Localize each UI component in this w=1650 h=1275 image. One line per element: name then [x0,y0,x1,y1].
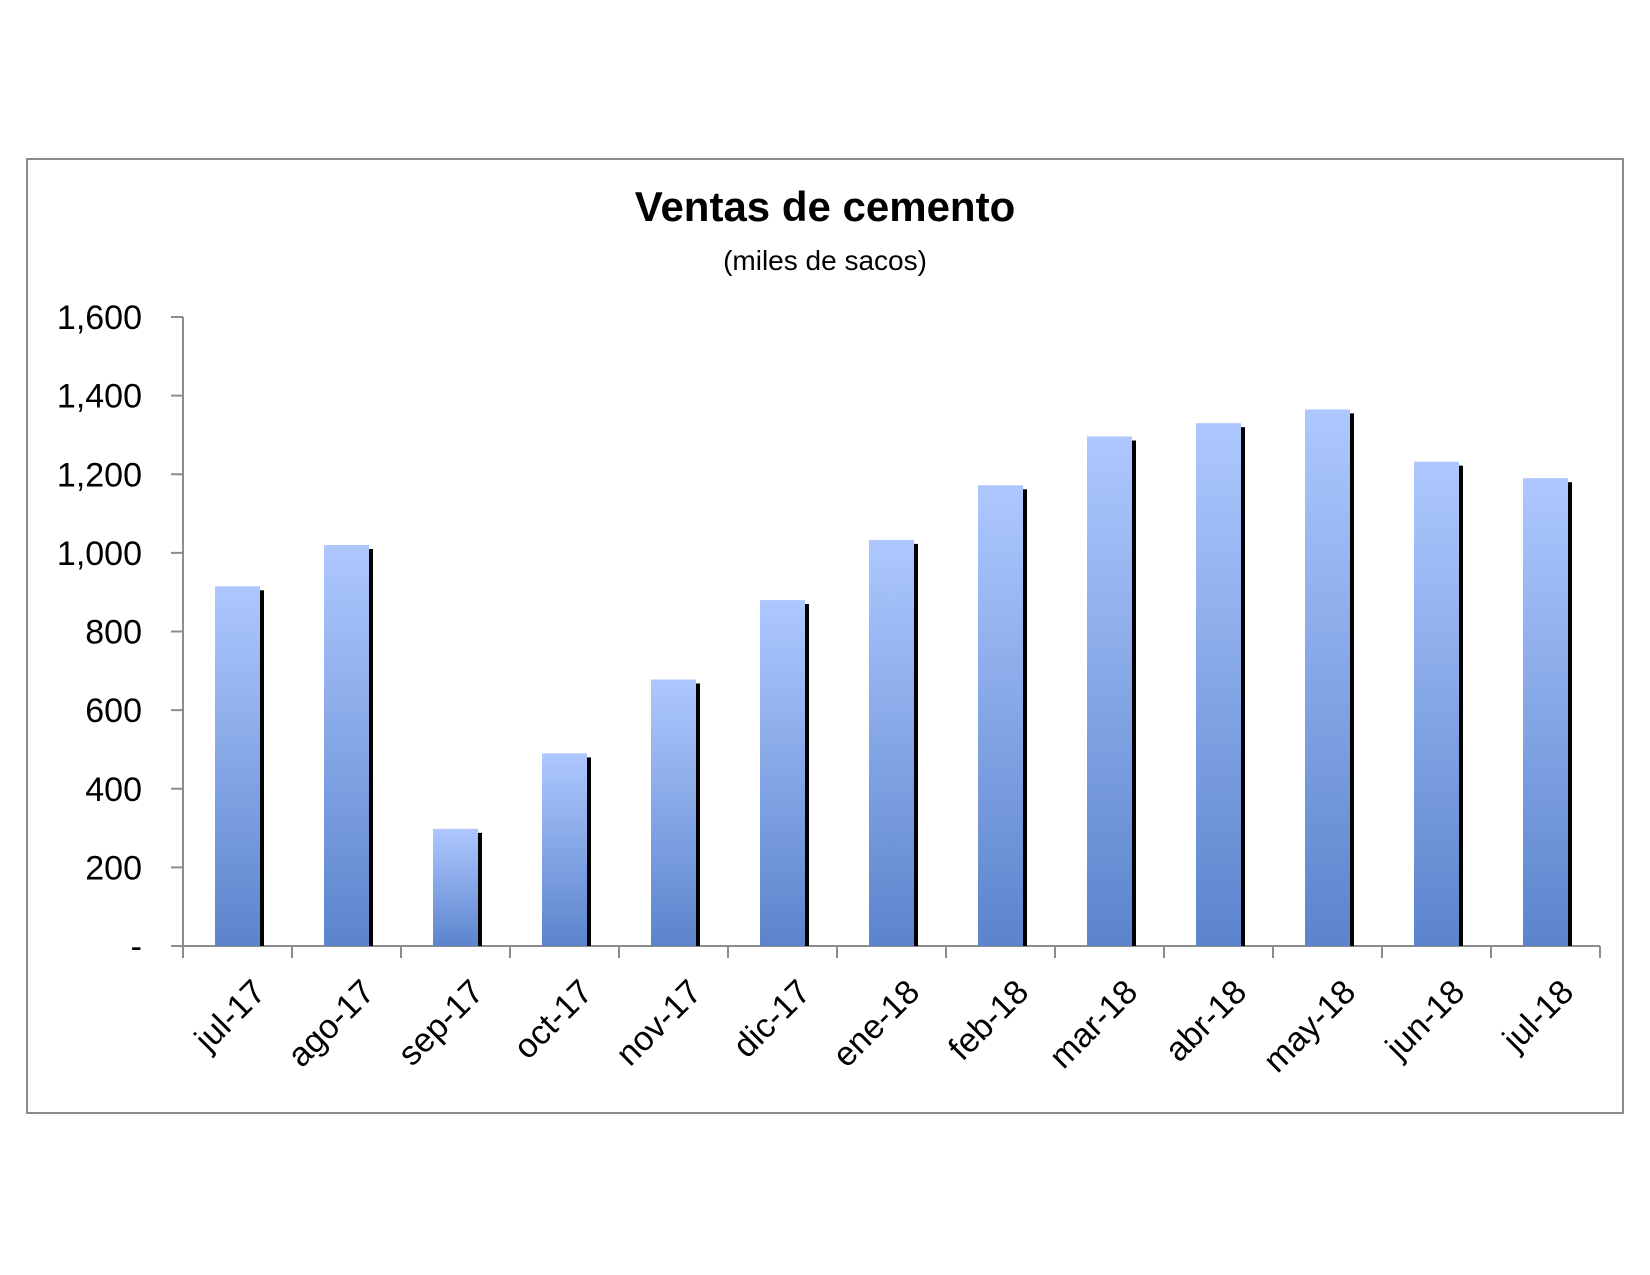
bar-may-18 [1305,409,1350,946]
y-tick-label: 1,600 [57,299,142,337]
y-tick-label: 400 [85,771,142,809]
x-tick-label: abr-18 [1158,973,1254,1069]
x-tick-label: jul-17 [187,973,273,1059]
bar-mar-18 [1087,436,1132,946]
x-tick-label: nov-17 [609,973,709,1073]
y-tick-label: 200 [85,849,142,887]
y-tick-label: 800 [85,614,142,652]
x-tick-label: oct-17 [506,973,600,1067]
bar-oct-17 [542,753,587,946]
y-tick-label: 1,400 [57,378,142,416]
bar-dic-17 [760,600,805,946]
y-tick-label: 600 [85,692,142,730]
bars [215,409,1572,946]
y-tick-label: - [131,928,142,966]
x-tick-label: may-18 [1256,973,1363,1080]
x-tick-label: dic-17 [726,973,818,1065]
y-tick-label: 1,000 [57,535,142,573]
bar-sep-17 [433,828,478,946]
bar-jun-18 [1414,461,1459,946]
bar-abr-18 [1196,423,1241,946]
chart-title: Ventas de cemento [634,183,1016,230]
x-tick-label: ene-18 [825,973,927,1075]
y-tick-label: 1,200 [57,456,142,494]
bar-feb-18 [978,485,1023,946]
x-tick-label: jun-18 [1378,973,1472,1067]
bar-jul-18 [1523,478,1568,946]
chart-subtitle: (miles de sacos) [723,245,927,276]
x-tick-label: mar-18 [1042,973,1145,1076]
bar-nov-17 [651,679,696,946]
x-tick-label: feb-18 [941,973,1036,1068]
y-axis: - 200 400 600 800 1,000 1,200 1,400 1,600 [57,299,184,966]
bar-jul-17 [215,586,260,946]
x-axis [182,945,1601,958]
x-tick-label: jul-18 [1495,973,1581,1059]
x-tick-labels: jul-17 ago-17 sep-17 oct-17 nov-17 dic-17 ene-… [187,973,1581,1080]
x-tick-label: ago-17 [280,973,382,1075]
x-tick-label: sep-17 [391,973,491,1073]
bar-ene-18 [869,539,914,946]
bar-ago-17 [324,545,369,946]
